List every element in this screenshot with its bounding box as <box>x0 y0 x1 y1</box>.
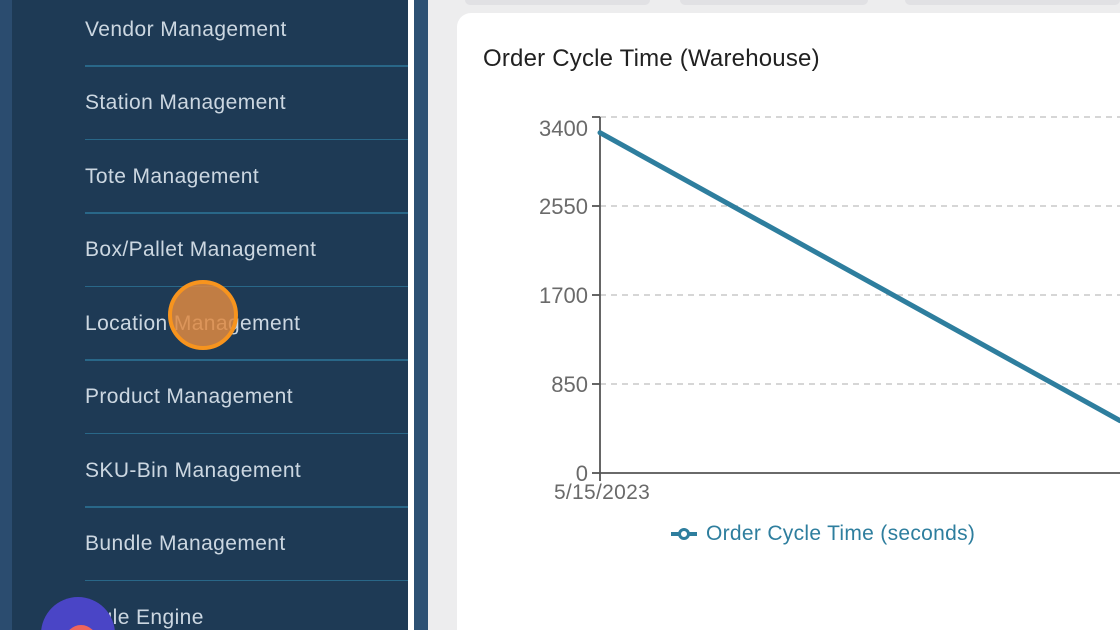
x-axis-tick-label: 5/15/2023 <box>553 481 651 504</box>
sidebar-item-bundle-management[interactable]: Bundle Management <box>12 508 408 581</box>
sidebar-item-label: Tote Management <box>85 164 260 188</box>
menu-separator <box>85 212 408 214</box>
sidebar-scrollbar-track <box>408 0 414 630</box>
sidebar-scrollbar-thumb[interactable] <box>414 0 428 630</box>
sidebar-item-sku-bin-management[interactable]: SKU-Bin Management <box>12 434 408 508</box>
sidebar-item-station-management[interactable]: Station Management <box>12 67 408 140</box>
sidebar-item-product-management[interactable]: Product Management <box>12 361 408 434</box>
chart-title: Order Cycle Time (Warehouse) <box>483 45 820 72</box>
menu-separator <box>85 432 408 434</box>
card-bottom-edge <box>465 0 650 5</box>
svg-text:2550: 2550 <box>539 194 588 219</box>
svg-text:3400: 3400 <box>539 116 588 141</box>
line-chart: 0 850 1700 2550 3400 <box>539 116 1120 486</box>
card-bottom-edge <box>905 0 1120 5</box>
menu-separator <box>85 359 408 361</box>
menu-separator <box>85 506 408 508</box>
sidebar-item-vendor-management[interactable]: Vendor Management <box>12 0 408 67</box>
sidebar-item-label: Product Management <box>85 385 293 409</box>
menu-separator <box>85 579 408 581</box>
sidebar-item-label: Bundle Management <box>85 532 286 556</box>
sidebar-item-rule-engine[interactable]: Rule Engine <box>12 581 408 630</box>
sidebar-item-label: Station Management <box>85 91 286 115</box>
sidebar-item-tote-management[interactable]: Tote Management <box>12 140 408 214</box>
svg-text:1700: 1700 <box>539 283 588 308</box>
legend-label: Order Cycle Time (seconds) <box>706 522 976 545</box>
sidebar-item-label: Vendor Management <box>85 17 287 41</box>
chart-card: Order Cycle Time (Warehouse) 0 850 1700 255… <box>457 13 1120 630</box>
menu-separator <box>85 65 408 67</box>
svg-text:0: 0 <box>576 461 588 486</box>
legend-line-marker-icon <box>671 528 697 540</box>
chart-legend[interactable]: Order Cycle Time (seconds) <box>670 522 975 546</box>
sidebar-left-edge <box>0 0 12 630</box>
click-indicator-circle-icon <box>168 280 238 350</box>
sidebar-item-label: SKU-Bin Management <box>85 458 302 482</box>
svg-text:850: 850 <box>551 372 588 397</box>
sidebar-item-label: Rule Engine <box>85 605 204 629</box>
sidebar-item-label: Box/Pallet Management <box>85 238 317 262</box>
sidebar-item-box-pallet-management[interactable]: Box/Pallet Management <box>12 214 408 287</box>
card-bottom-edge <box>680 0 868 5</box>
menu-separator <box>85 138 408 140</box>
menu-separator <box>85 285 408 287</box>
chat-widget-badge-icon <box>65 625 97 630</box>
